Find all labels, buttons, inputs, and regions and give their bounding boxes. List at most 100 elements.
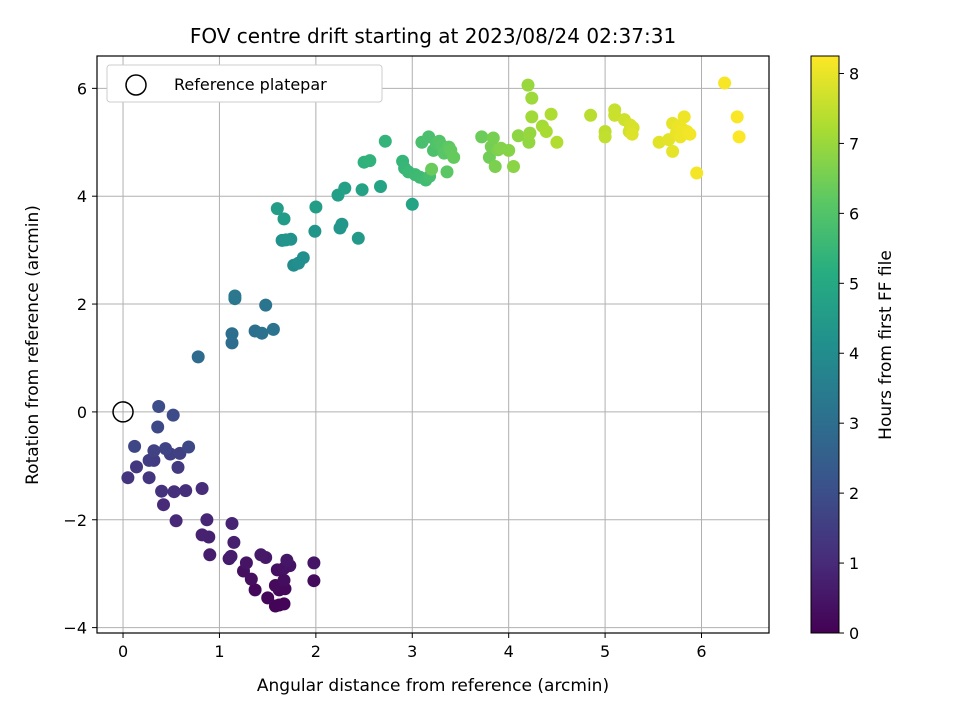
colorbar-tick-label: 4 <box>849 344 859 363</box>
scatter-point <box>142 471 156 485</box>
scatter-point <box>171 460 185 474</box>
scatter-point <box>374 180 387 193</box>
reference-platepar-marker <box>112 401 134 423</box>
x-tick-label: 1 <box>214 642 224 661</box>
scatter-point <box>279 233 293 247</box>
scatter-point <box>277 597 291 611</box>
x-tick-label: 3 <box>407 642 417 661</box>
scatter-point <box>502 143 516 157</box>
x-axis-label: Angular distance from reference (arcmin) <box>257 676 609 696</box>
colorbar <box>810 55 840 634</box>
x-tick-label: 4 <box>504 642 514 661</box>
legend-label: Reference platepar <box>174 75 327 94</box>
scatter-point <box>525 110 539 124</box>
scatter-point <box>525 91 539 105</box>
scatter-point <box>338 181 352 195</box>
scatter-point <box>182 440 196 454</box>
scatter-point <box>718 76 732 90</box>
scatter-point <box>307 556 321 570</box>
scatter-point <box>195 528 209 542</box>
scatter-point <box>544 107 558 121</box>
scatter-point <box>225 336 239 350</box>
scatter-point <box>351 231 365 245</box>
colorbar-tick-label: 7 <box>849 134 859 153</box>
scatter-point <box>598 130 612 144</box>
scatter-point <box>730 110 744 124</box>
scatter-point <box>683 127 697 141</box>
scatter-point <box>277 212 291 226</box>
colorbar-label: Hours from first FF file <box>876 250 896 440</box>
scatter-point <box>225 517 239 530</box>
scatter-point <box>169 514 183 528</box>
scatter-point <box>239 556 253 570</box>
scatter-point <box>121 471 135 485</box>
colorbar-tick-label: 3 <box>849 414 859 433</box>
scatter-point <box>166 408 180 422</box>
scatter-point <box>690 166 704 180</box>
scatter-point <box>159 442 172 456</box>
scatter-point <box>179 484 193 498</box>
scatter-point <box>147 444 161 458</box>
scatter-point <box>255 326 269 340</box>
colorbar-ticks: 0 1 2 3 4 5 6 7 8 <box>839 64 859 643</box>
scatter-point <box>244 572 258 586</box>
scatter-point <box>677 110 691 124</box>
chart-title: FOV centre drift starting at 2023/08/24 … <box>190 24 676 48</box>
legend: Reference platepar <box>106 64 383 103</box>
scatter-point <box>152 400 166 413</box>
scatter-point <box>539 125 553 138</box>
y-axis-ticks: −4 −2 0 2 4 6 <box>63 79 97 638</box>
scatter-point <box>203 548 217 562</box>
scatter-point <box>608 108 622 122</box>
scatter-point <box>521 78 535 92</box>
scatter-point <box>550 135 564 149</box>
scatter-point <box>227 535 241 549</box>
scatter-point <box>270 202 284 216</box>
y-tick-label: 0 <box>77 403 87 422</box>
scatter-point <box>259 298 273 312</box>
scatter-point <box>195 482 209 495</box>
scatter-point <box>308 224 322 238</box>
scatter-point <box>732 130 746 144</box>
scatter-point <box>355 183 369 197</box>
scatter-point <box>254 548 268 562</box>
scatter-point <box>523 126 537 140</box>
scatter-point <box>475 130 489 144</box>
y-tick-label: 6 <box>77 79 87 98</box>
scatter-point <box>447 150 461 164</box>
scatter-point <box>225 327 239 341</box>
scatter-point <box>130 460 143 474</box>
scatter-point <box>625 127 639 141</box>
scatter-points <box>121 76 746 613</box>
x-tick-label: 5 <box>600 642 610 661</box>
colorbar-tick-label: 8 <box>849 64 859 83</box>
scatter-point <box>200 513 214 527</box>
scatter-point <box>307 574 321 588</box>
scatter-point <box>425 162 439 176</box>
plot-frame <box>96 55 770 634</box>
scatter-point <box>277 573 291 587</box>
scatter-point <box>309 200 323 214</box>
scatter-point <box>335 217 349 231</box>
scatter-point <box>378 134 392 148</box>
legend-box <box>106 64 383 103</box>
scatter-point <box>155 484 169 498</box>
scatter-point <box>363 154 377 168</box>
scatter-point <box>224 549 238 563</box>
scatter-point <box>488 160 502 173</box>
scatter-point <box>511 129 525 143</box>
scatter-point <box>191 350 205 364</box>
x-tick-label: 2 <box>311 642 321 661</box>
y-tick-label: 2 <box>77 295 87 314</box>
legend-marker-icon <box>125 74 147 96</box>
scatter-point <box>228 289 242 303</box>
scatter-point <box>486 131 500 145</box>
x-tick-label: 6 <box>696 642 706 661</box>
scatter-point <box>248 583 262 597</box>
scatter-point <box>280 553 294 567</box>
scatter-point <box>167 485 181 499</box>
scatter-point <box>157 498 170 512</box>
x-tick-label: 0 <box>118 642 128 661</box>
scatter-point <box>266 322 280 336</box>
